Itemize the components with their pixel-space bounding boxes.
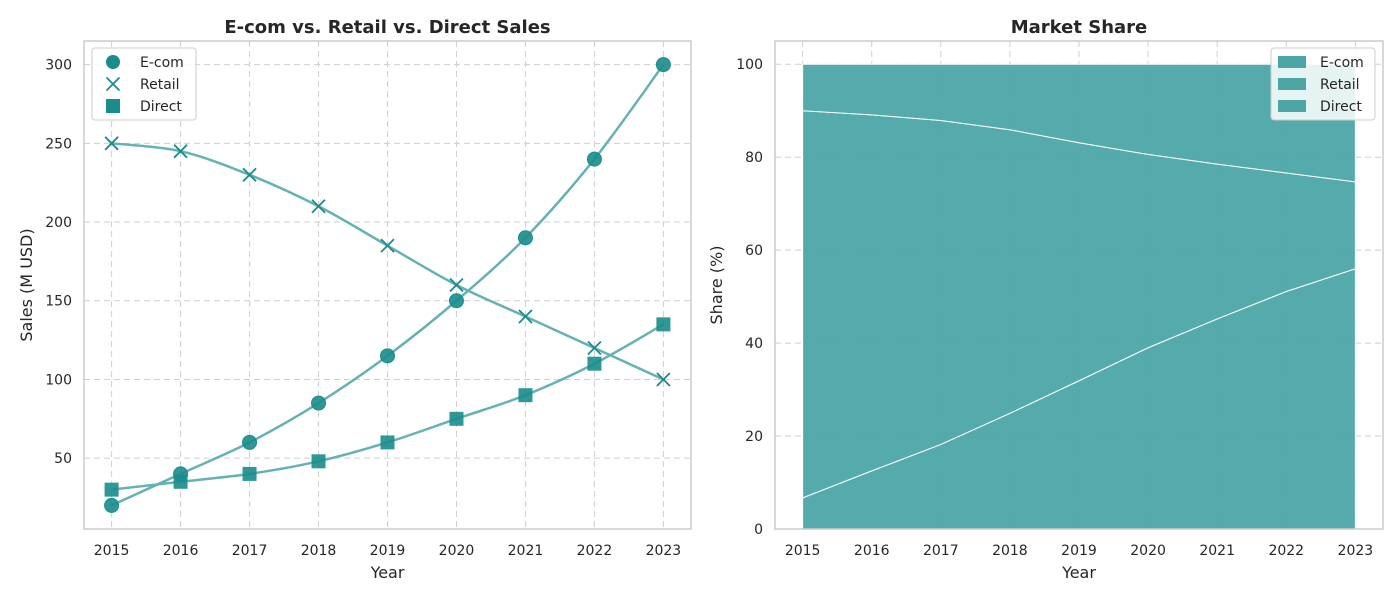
y-tick-label: 20 [745,429,763,445]
sales-chart: E-com vs. Retail vs. Direct Sales Year S… [17,17,692,582]
data-point-direct [173,474,188,489]
area-direct [802,63,1356,183]
x-tick-label: 2019 [1061,543,1097,559]
data-point-retail [449,277,464,293]
data-point-ecom [448,293,464,309]
x-tick-label: 2020 [1130,543,1166,559]
market-share-chart-y-axis-label: Share (%) [707,246,726,325]
data-point-direct [449,411,464,426]
data-point-ecom [311,395,327,411]
y-tick-label: 80 [745,150,763,166]
data-point-retail [173,144,188,159]
sales-chart-title: E-com vs. Retail vs. Direct Sales [224,17,550,38]
legend-label: Retail [140,77,180,93]
x-marker-stroke [518,309,533,324]
legend-swatch [1278,100,1306,112]
x-tick-label: 2023 [646,543,682,559]
data-point-direct [518,388,533,403]
legend-marker-square [106,99,120,113]
legend-label: E-com [140,55,184,71]
y-tick-label: 50 [54,451,72,467]
data-point-direct [311,454,326,469]
data-point-direct [380,435,395,450]
market-share-frame [774,40,1384,530]
x-tick-label: 2022 [577,543,613,559]
data-point-ecom [242,434,258,450]
data-point-retail [656,372,671,387]
data-point-retail [587,340,602,356]
x-marker-stroke [173,144,188,159]
data-point-ecom [380,348,395,364]
legend-label: E-com [1320,55,1364,71]
trend-line-ecom [111,63,665,507]
data-point-direct [587,356,602,371]
x-tick-label: 2017 [923,543,959,559]
data-point-direct [104,482,119,497]
x-tick-label: 2023 [1338,543,1374,559]
data-point-ecom [586,151,602,167]
x-marker-stroke [587,340,602,356]
sales-chart-frame [83,40,692,530]
y-tick-label: 60 [745,243,763,259]
data-point-ecom [655,57,671,73]
y-tick-label: 200 [45,215,72,231]
x-marker-stroke [105,76,121,92]
x-tick-label: 2018 [992,543,1028,559]
x-tick-label: 2021 [1199,543,1235,559]
y-tick-label: 0 [754,522,763,538]
data-point-retail [518,309,533,324]
x-tick-label: 2021 [508,543,544,559]
x-tick-label: 2015 [785,543,821,559]
x-tick-label: 2017 [232,543,268,559]
data-point-retail [311,199,326,214]
data-point-direct [242,466,257,481]
legend-marker-circle [106,55,120,69]
y-tick-label: 150 [45,294,72,310]
x-marker-stroke [311,199,326,214]
legend-marker-x [105,76,121,92]
x-marker-stroke [242,167,257,182]
market-share-chart-x-axis-label: Year [1061,563,1096,582]
sales-chart-y-axis-label: Sales (M USD) [17,228,36,341]
y-tick-label: 250 [45,136,72,152]
x-tick-label: 2022 [1268,543,1304,559]
data-point-ecom [517,230,533,246]
x-tick-label: 2018 [301,543,337,559]
legend-swatch [1278,78,1306,90]
y-tick-label: 100 [45,372,72,388]
x-marker-stroke [104,136,119,151]
x-tick-label: 2015 [94,543,130,559]
data-point-direct [656,317,671,332]
data-point-ecom [104,497,120,513]
x-tick-label: 2016 [854,543,890,559]
data-point-retail [104,136,119,151]
x-marker-stroke [656,372,671,387]
x-marker-stroke [380,238,395,253]
x-marker-stroke [449,277,464,293]
data-point-retail [380,238,395,253]
y-tick-label: 300 [45,58,72,74]
sales-chart-x-axis-label: Year [370,563,405,582]
data-point-retail [242,167,257,182]
legend-swatch [1278,56,1306,68]
sales-chart-legend: E-com Retail Direct [91,47,197,121]
market-share-chart: Market Share Year Share (%) 2015 2016 2017… [707,17,1384,582]
x-tick-label: 2019 [370,543,406,559]
legend-label: Direct [140,99,182,115]
y-tick-label: 100 [736,57,763,73]
market-share-chart-title: Market Share [1011,17,1148,38]
market-share-legend: E-com Retail Direct [1270,47,1376,121]
x-tick-label: 2016 [163,543,199,559]
y-tick-label: 40 [745,336,763,352]
x-tick-label: 2020 [439,543,475,559]
legend-label: Retail [1320,77,1360,93]
legend-label: Direct [1320,99,1362,115]
